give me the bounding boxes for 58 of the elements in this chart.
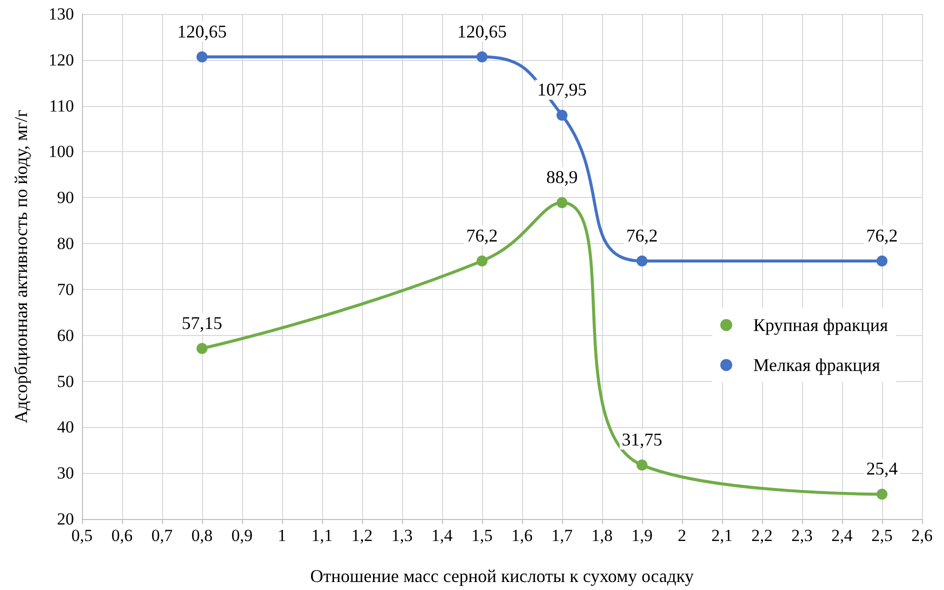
x-tick-label: 1: [278, 526, 286, 545]
y-tick-label: 110: [49, 96, 74, 116]
y-tick-label: 20: [57, 510, 74, 528]
data-label: 88,9: [546, 167, 578, 188]
x-tick-label: 1,4: [431, 526, 454, 545]
data-label: 120,65: [457, 21, 507, 42]
data-label: 107,95: [537, 80, 587, 100]
point: [636, 255, 648, 266]
y-tick-label: 130: [48, 4, 74, 24]
y-tick-label: 40: [57, 418, 74, 437]
point: [196, 342, 208, 354]
point: [876, 255, 888, 266]
y-tick-label: 50: [57, 372, 74, 391]
x-tick-label: 1,9: [631, 526, 653, 545]
point: [476, 51, 488, 62]
y-tick-label: 60: [57, 326, 74, 345]
x-tick-label: 1,5: [471, 526, 493, 545]
legend-label: Крупная фракция: [753, 315, 888, 335]
x-tick-label: 2,1: [711, 526, 733, 545]
x-tick-label: 2,5: [871, 526, 893, 545]
y-tick-label: 90: [57, 188, 74, 208]
y-tick-label: 100: [48, 142, 74, 162]
point: [556, 197, 568, 208]
y-tick-label: 120: [48, 50, 74, 70]
x-tick-label: 2,4: [831, 526, 854, 545]
y-tick-label: 80: [57, 234, 74, 254]
x-tick-label: 1,6: [511, 526, 533, 545]
x-tick-label: 2,6: [911, 526, 933, 545]
point: [476, 255, 488, 266]
x-tick-label: 1,8: [591, 526, 613, 545]
x-axis-title: Отношение масс серной кислоты к сухому осадку: [310, 566, 694, 586]
data-label: 76,2: [466, 225, 498, 246]
x-tick-label: 2,3: [791, 526, 813, 545]
x-tick-label: 1,2: [351, 526, 373, 545]
x-tick-label: 1,3: [391, 526, 413, 545]
point: [556, 110, 568, 121]
x-tick-label: 0,5: [71, 526, 93, 545]
x-tick-label: 1,7: [551, 526, 574, 545]
legend-label: Мелкая фракция: [753, 355, 880, 375]
point: [636, 460, 648, 471]
x-tick-label: 2: [678, 526, 686, 545]
y-axis-title: Адсорбционная активность по йоду, мг/г: [11, 110, 31, 424]
x-tick-label: 2,2: [751, 526, 773, 545]
data-label: 76,2: [866, 225, 898, 246]
point: [876, 488, 888, 500]
point: [196, 51, 208, 62]
data-label: 57,15: [182, 312, 222, 333]
y-tick-label: 70: [57, 280, 74, 299]
data-label: 76,2: [626, 225, 658, 246]
data-label: 31,75: [622, 430, 662, 450]
x-tick-label: 0,9: [231, 526, 253, 545]
x-tick-label: 1,1: [311, 526, 333, 545]
data-label: 25,4: [866, 458, 898, 479]
x-tick-label: 0,6: [111, 526, 133, 545]
x-tick-label: 0,8: [191, 526, 213, 545]
x-tick-label: 0,7: [151, 526, 174, 545]
data-label: 120,65: [177, 21, 227, 42]
y-tick-label: 30: [57, 464, 74, 483]
